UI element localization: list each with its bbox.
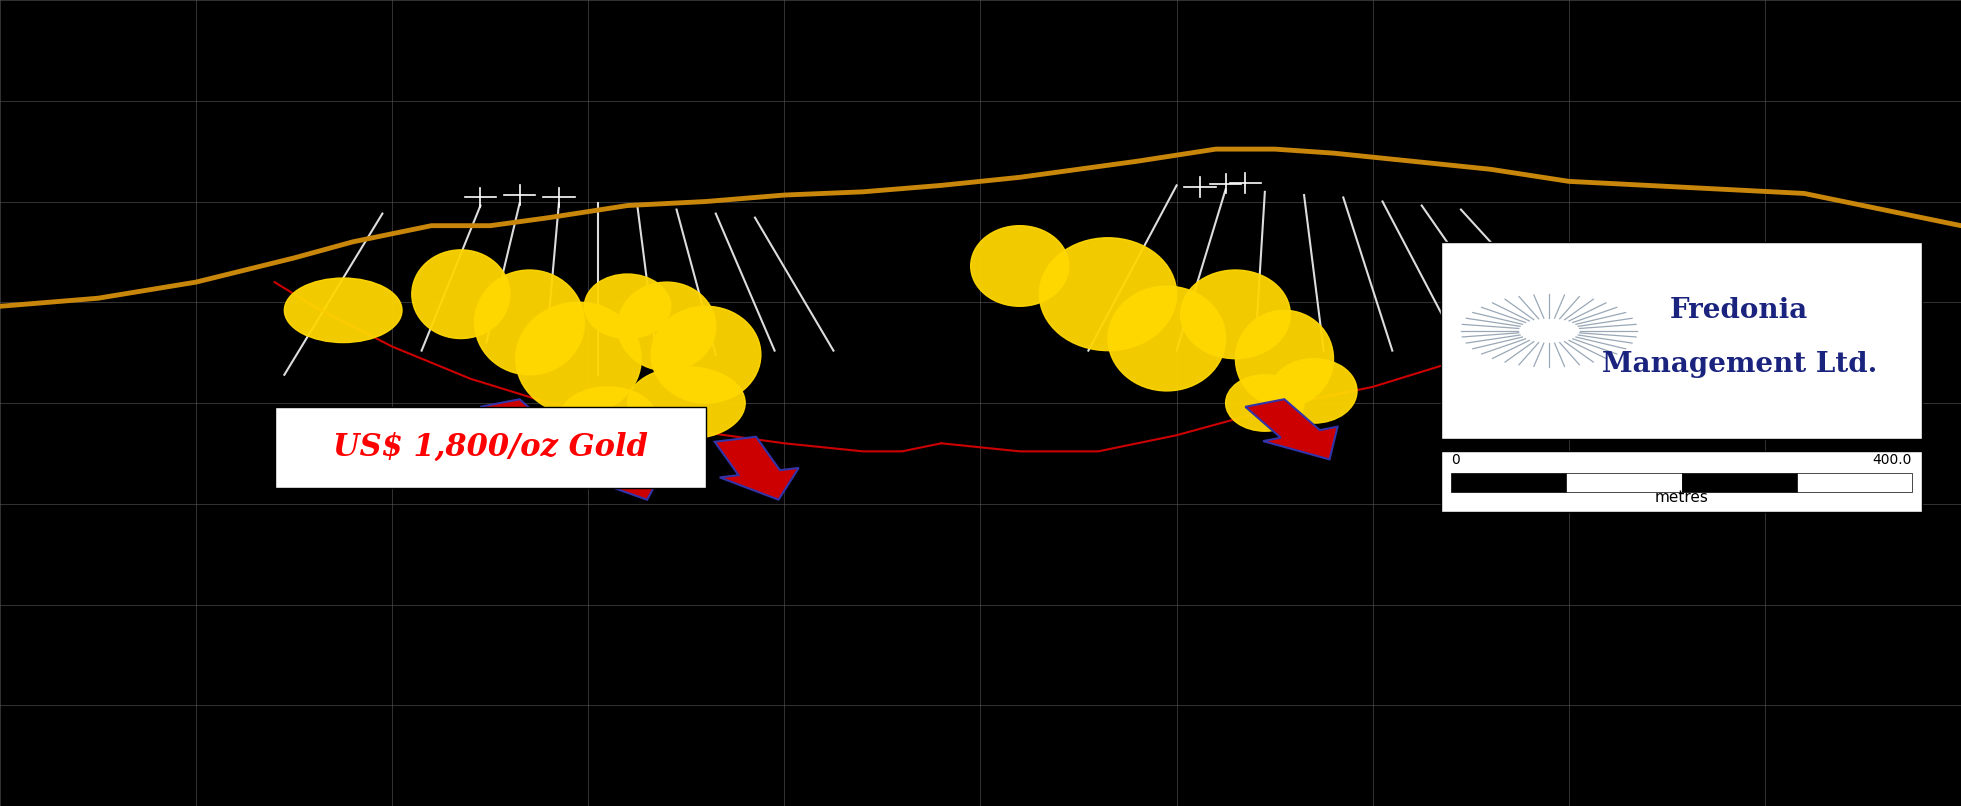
Ellipse shape bbox=[651, 306, 761, 403]
Ellipse shape bbox=[1108, 286, 1226, 391]
Ellipse shape bbox=[1181, 270, 1290, 359]
Ellipse shape bbox=[1271, 359, 1357, 423]
FancyArrow shape bbox=[714, 437, 798, 500]
Bar bbox=[1681, 473, 1796, 492]
Bar bbox=[1796, 473, 1912, 492]
Ellipse shape bbox=[584, 274, 671, 339]
FancyBboxPatch shape bbox=[1441, 242, 1922, 439]
Ellipse shape bbox=[1226, 375, 1304, 431]
FancyBboxPatch shape bbox=[1441, 451, 1922, 512]
Ellipse shape bbox=[516, 302, 641, 415]
FancyBboxPatch shape bbox=[275, 407, 706, 488]
Ellipse shape bbox=[618, 282, 716, 371]
Bar bbox=[1567, 473, 1681, 492]
FancyArrow shape bbox=[578, 437, 665, 500]
Ellipse shape bbox=[559, 387, 657, 451]
Text: 400.0: 400.0 bbox=[1873, 454, 1912, 467]
Ellipse shape bbox=[1235, 310, 1333, 407]
Text: metres: metres bbox=[1655, 490, 1708, 505]
FancyArrow shape bbox=[1245, 399, 1337, 459]
Ellipse shape bbox=[284, 278, 402, 343]
Ellipse shape bbox=[628, 367, 745, 439]
Text: US$ 1,800/oz Gold: US$ 1,800/oz Gold bbox=[333, 432, 647, 463]
Ellipse shape bbox=[1039, 238, 1177, 351]
FancyArrow shape bbox=[480, 399, 577, 463]
Ellipse shape bbox=[971, 226, 1069, 306]
Ellipse shape bbox=[475, 270, 584, 375]
Text: Fredonia: Fredonia bbox=[1671, 297, 1808, 324]
Text: Management Ltd.: Management Ltd. bbox=[1602, 351, 1877, 378]
Ellipse shape bbox=[412, 250, 510, 339]
Text: 0: 0 bbox=[1451, 454, 1459, 467]
Bar bbox=[1451, 473, 1567, 492]
